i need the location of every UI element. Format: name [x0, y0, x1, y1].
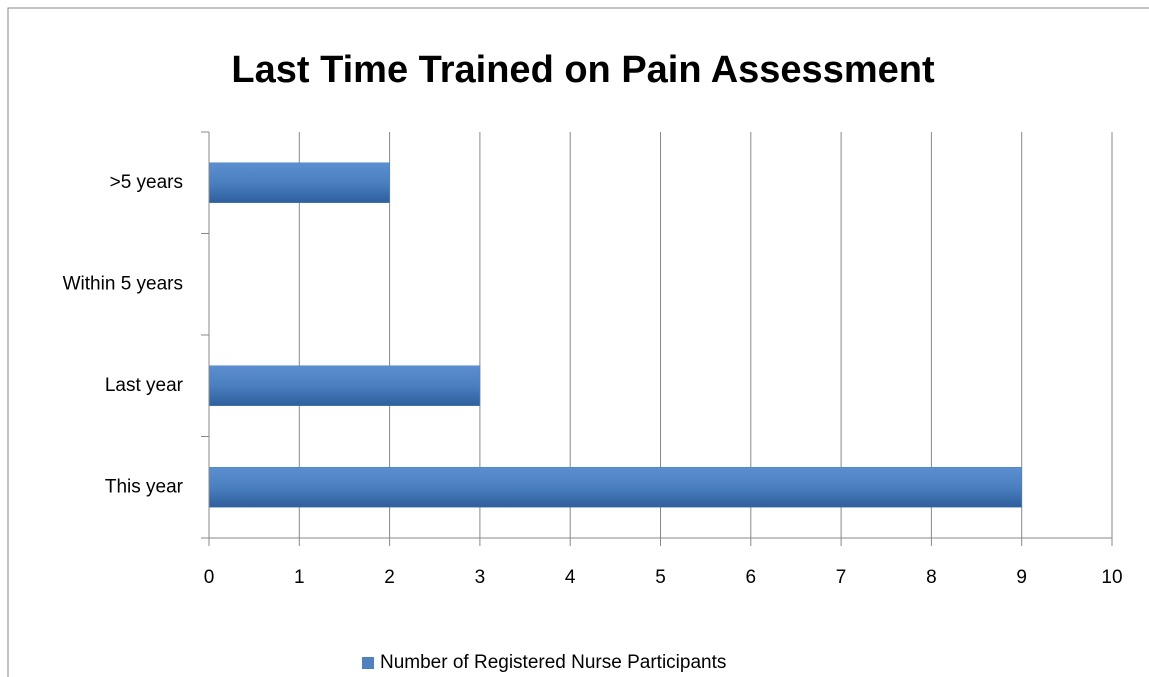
y-tick-label: This year — [105, 476, 184, 497]
x-tick-label: 3 — [475, 567, 486, 588]
x-tick-label: 10 — [1101, 567, 1122, 588]
x-tick-label: 6 — [746, 567, 757, 588]
x-tick-label: 5 — [655, 567, 666, 588]
y-tick-label: Last year — [105, 375, 184, 396]
chart-title: Last Time Trained on Pain Assessment — [231, 49, 935, 91]
legend-swatch — [362, 657, 374, 669]
y-tick-label: >5 years — [110, 172, 183, 193]
x-tick-label: 7 — [836, 567, 847, 588]
y-tick-label: Within 5 years — [63, 273, 183, 294]
x-tick-label: 9 — [1016, 567, 1027, 588]
x-tick-label: 2 — [384, 567, 395, 588]
x-tick-label: 1 — [294, 567, 305, 588]
chart-frame — [7, 7, 1149, 677]
x-tick-label: 8 — [926, 567, 937, 588]
x-tick-label: 0 — [204, 567, 215, 588]
x-tick-label: 4 — [565, 567, 576, 588]
bar — [208, 162, 390, 203]
legend-label: Number of Registered Nurse Participants — [380, 652, 726, 673]
bar — [208, 365, 481, 406]
bar — [208, 467, 1022, 508]
